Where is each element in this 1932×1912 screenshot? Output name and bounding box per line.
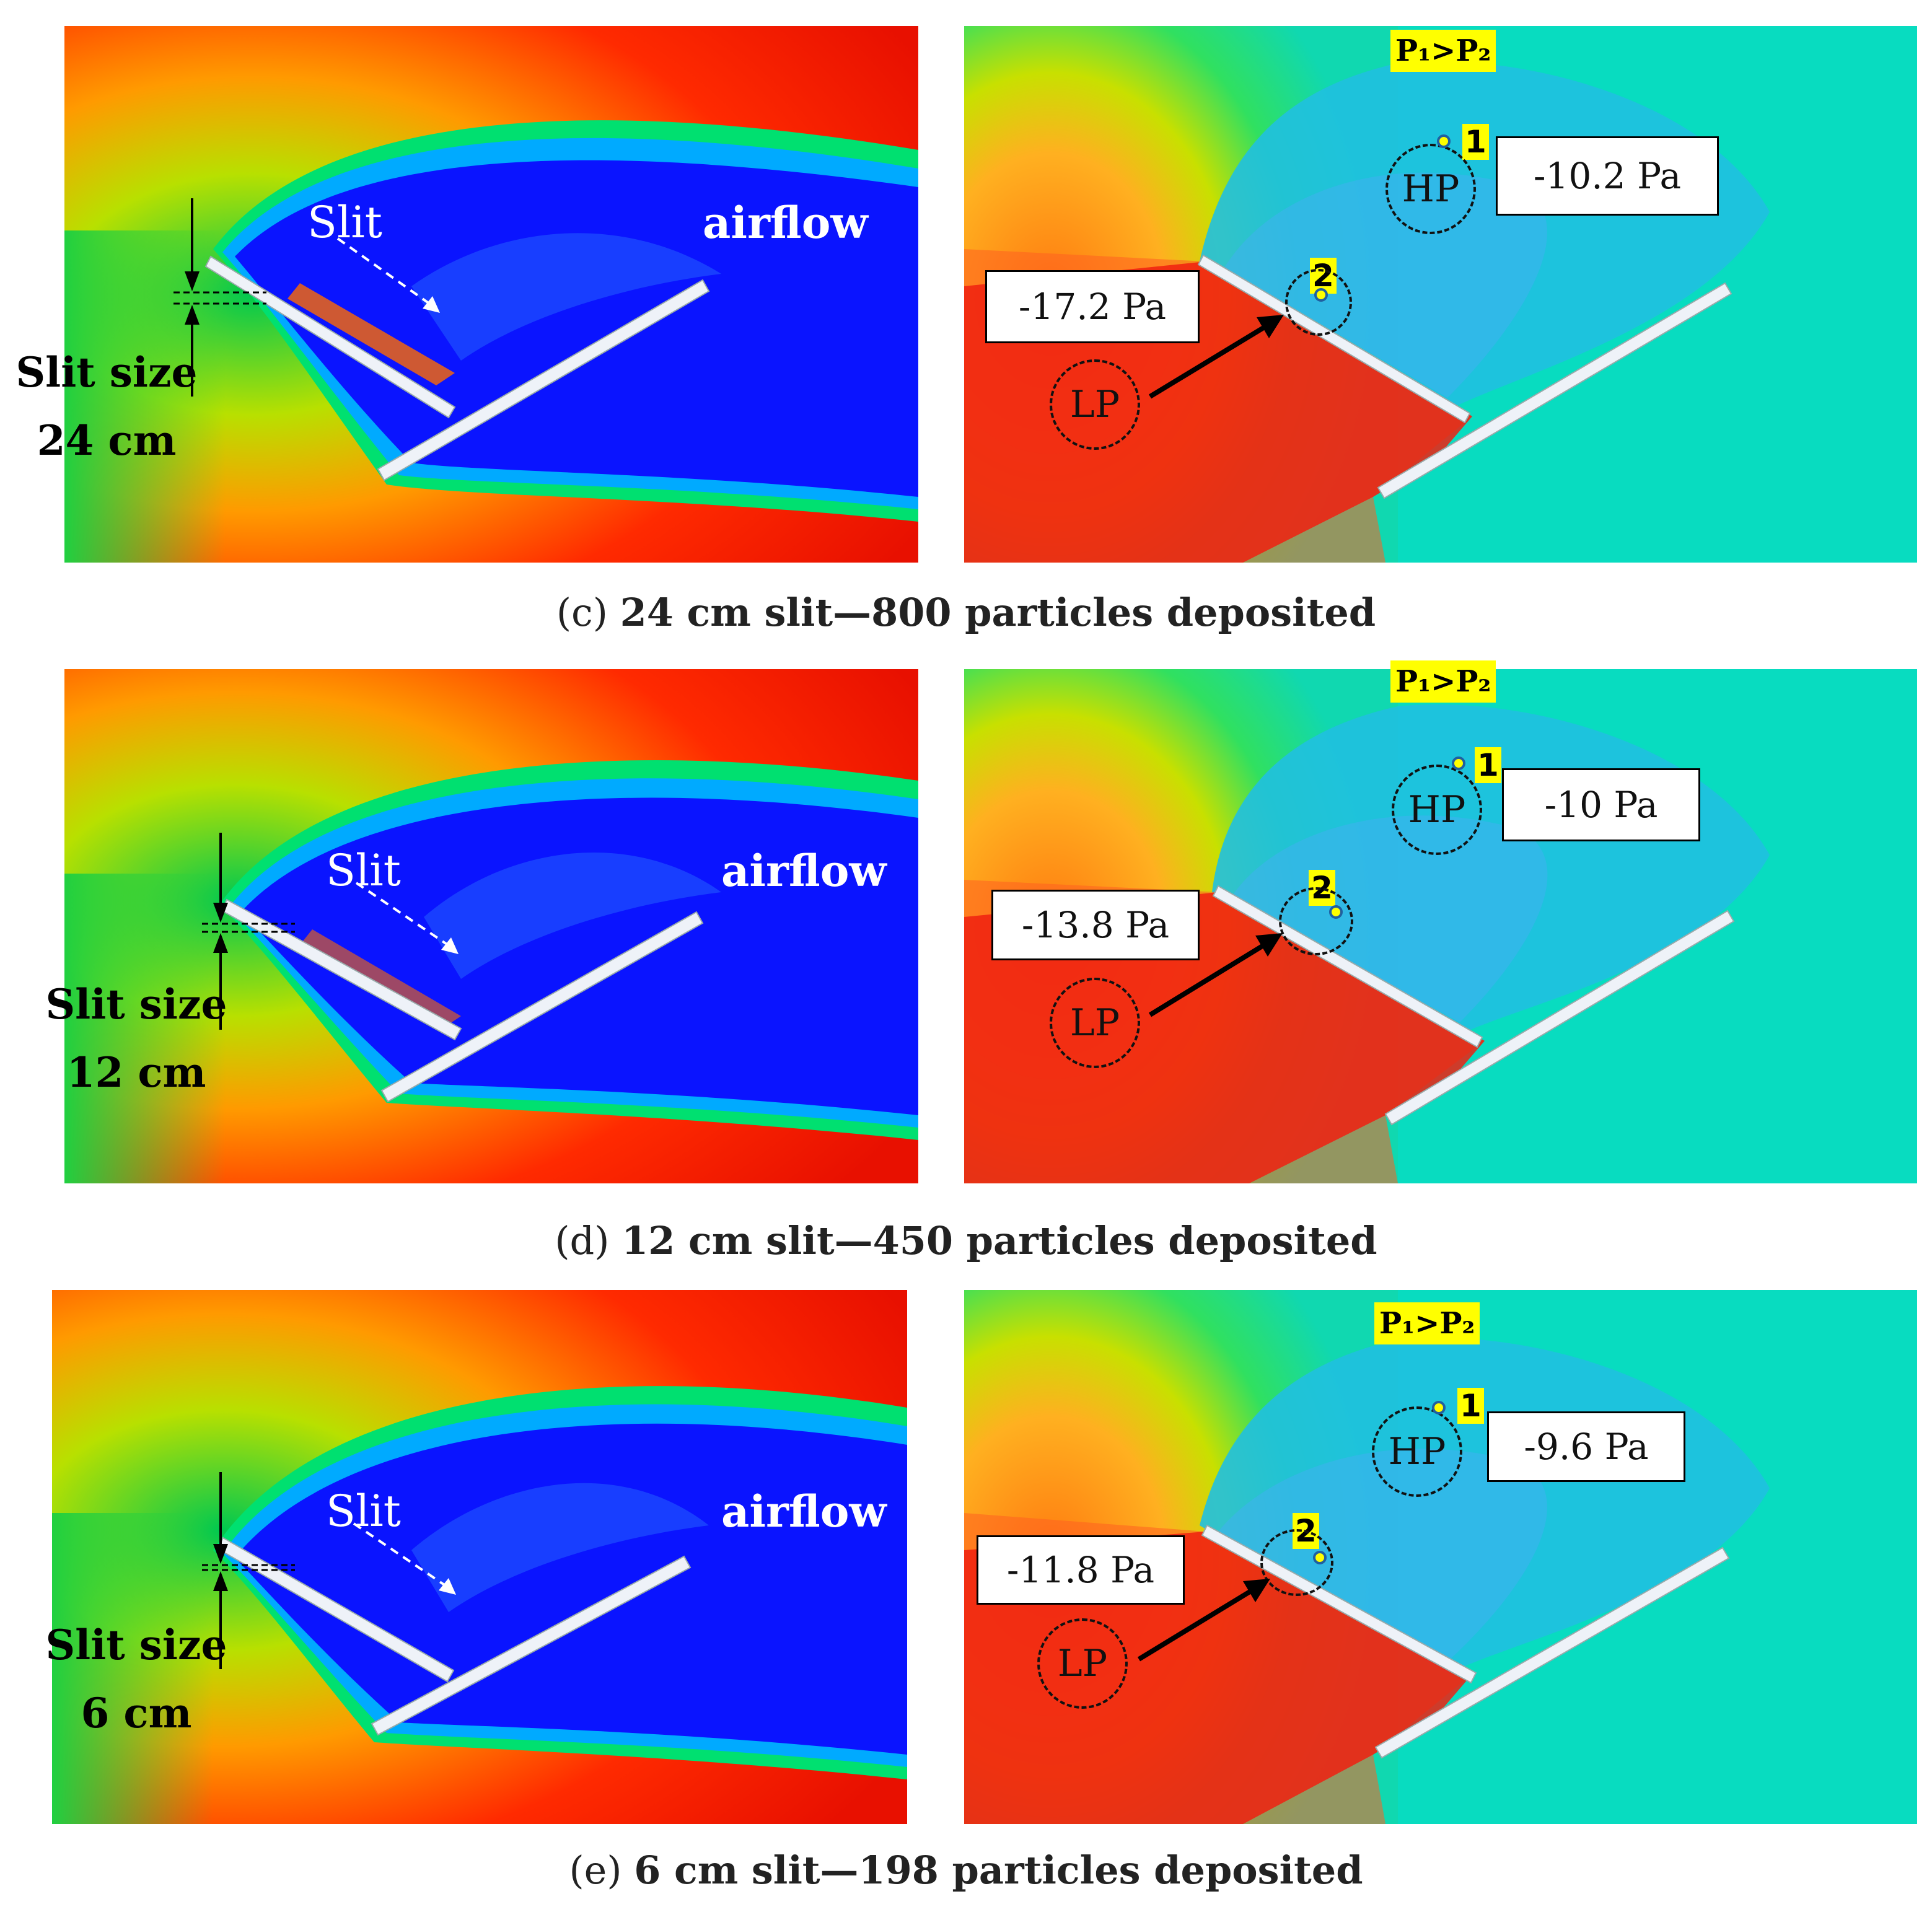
hp-circle: HP	[1385, 144, 1476, 234]
slit-size-label: Slit size 12 cm	[37, 970, 235, 1107]
slit-size-dimension	[173, 198, 266, 397]
point-2-circle	[1279, 887, 1353, 955]
slit-size-value: 24 cm	[37, 416, 177, 465]
hp-circle: HP	[1392, 765, 1482, 855]
slit-size-value: 6 cm	[81, 1689, 192, 1737]
caption-text: 12 cm slit—450 particles deposited	[621, 1218, 1377, 1263]
lp-circle: LP	[1050, 359, 1140, 450]
slit-size-dimension	[202, 1472, 295, 1669]
slit-size-label: Slit size 6 cm	[37, 1611, 235, 1747]
slit-arrow	[336, 237, 440, 313]
p1-pressure-box: -10 Pa	[1502, 768, 1700, 841]
hp-circle: HP	[1372, 1406, 1462, 1497]
velocity-panel-e	[52, 1290, 907, 1824]
point-1-label: 1	[1475, 747, 1501, 783]
p2-pressure-box: -17.2 Pa	[985, 270, 1200, 343]
airflow-label: airflow	[703, 197, 868, 248]
p1-pressure-box: -9.6 Pa	[1487, 1411, 1685, 1482]
velocity-panel-c	[64, 26, 918, 563]
lp-circle: LP	[1037, 1618, 1128, 1709]
caption-c: (c) 24 cm slit—800 particles deposited	[0, 590, 1932, 635]
slit-arrow	[355, 882, 459, 954]
p1-pressure-box: -10.2 Pa	[1496, 136, 1719, 216]
pressure-relation: P₁>P₂	[1374, 1302, 1480, 1344]
slit-arrow	[353, 1522, 456, 1595]
point-2-circle	[1260, 1529, 1333, 1596]
slit-label: Slit	[326, 1486, 401, 1537]
point-1-label: 1	[1462, 124, 1489, 160]
velocity-panel-d	[64, 669, 918, 1183]
point-2-circle	[1285, 269, 1352, 336]
caption-text: 24 cm slit—800 particles deposited	[620, 590, 1376, 635]
caption-e: (e) 6 cm slit—198 particles deposited	[0, 1848, 1932, 1893]
slit-size-text: Slit size	[45, 1621, 227, 1669]
p2-pressure-box: -13.8 Pa	[991, 890, 1200, 960]
caption-text: 6 cm slit—198 particles deposited	[634, 1848, 1363, 1893]
point-1-label: 1	[1457, 1388, 1484, 1424]
caption-prefix: (e)	[569, 1848, 634, 1893]
caption-d: (d) 12 cm slit—450 particles deposited	[0, 1218, 1932, 1263]
slit-size-dimension	[202, 833, 295, 1030]
pressure-relation: P₁>P₂	[1390, 30, 1496, 72]
lp-circle: LP	[1050, 978, 1140, 1068]
pressure-relation: P₁>P₂	[1390, 660, 1496, 703]
slit-size-label: Slit size 24 cm	[7, 338, 206, 475]
slit-label: Slit	[307, 197, 382, 248]
slit-size-text: Slit size	[45, 980, 227, 1028]
caption-prefix: (d)	[555, 1218, 622, 1263]
airflow-label: airflow	[721, 1486, 887, 1537]
airflow-label: airflow	[721, 845, 887, 897]
slit-size-value: 12 cm	[66, 1048, 206, 1097]
p2-pressure-box: -11.8 Pa	[977, 1535, 1185, 1605]
slit-size-text: Slit size	[15, 348, 198, 397]
caption-prefix: (c)	[556, 590, 620, 635]
